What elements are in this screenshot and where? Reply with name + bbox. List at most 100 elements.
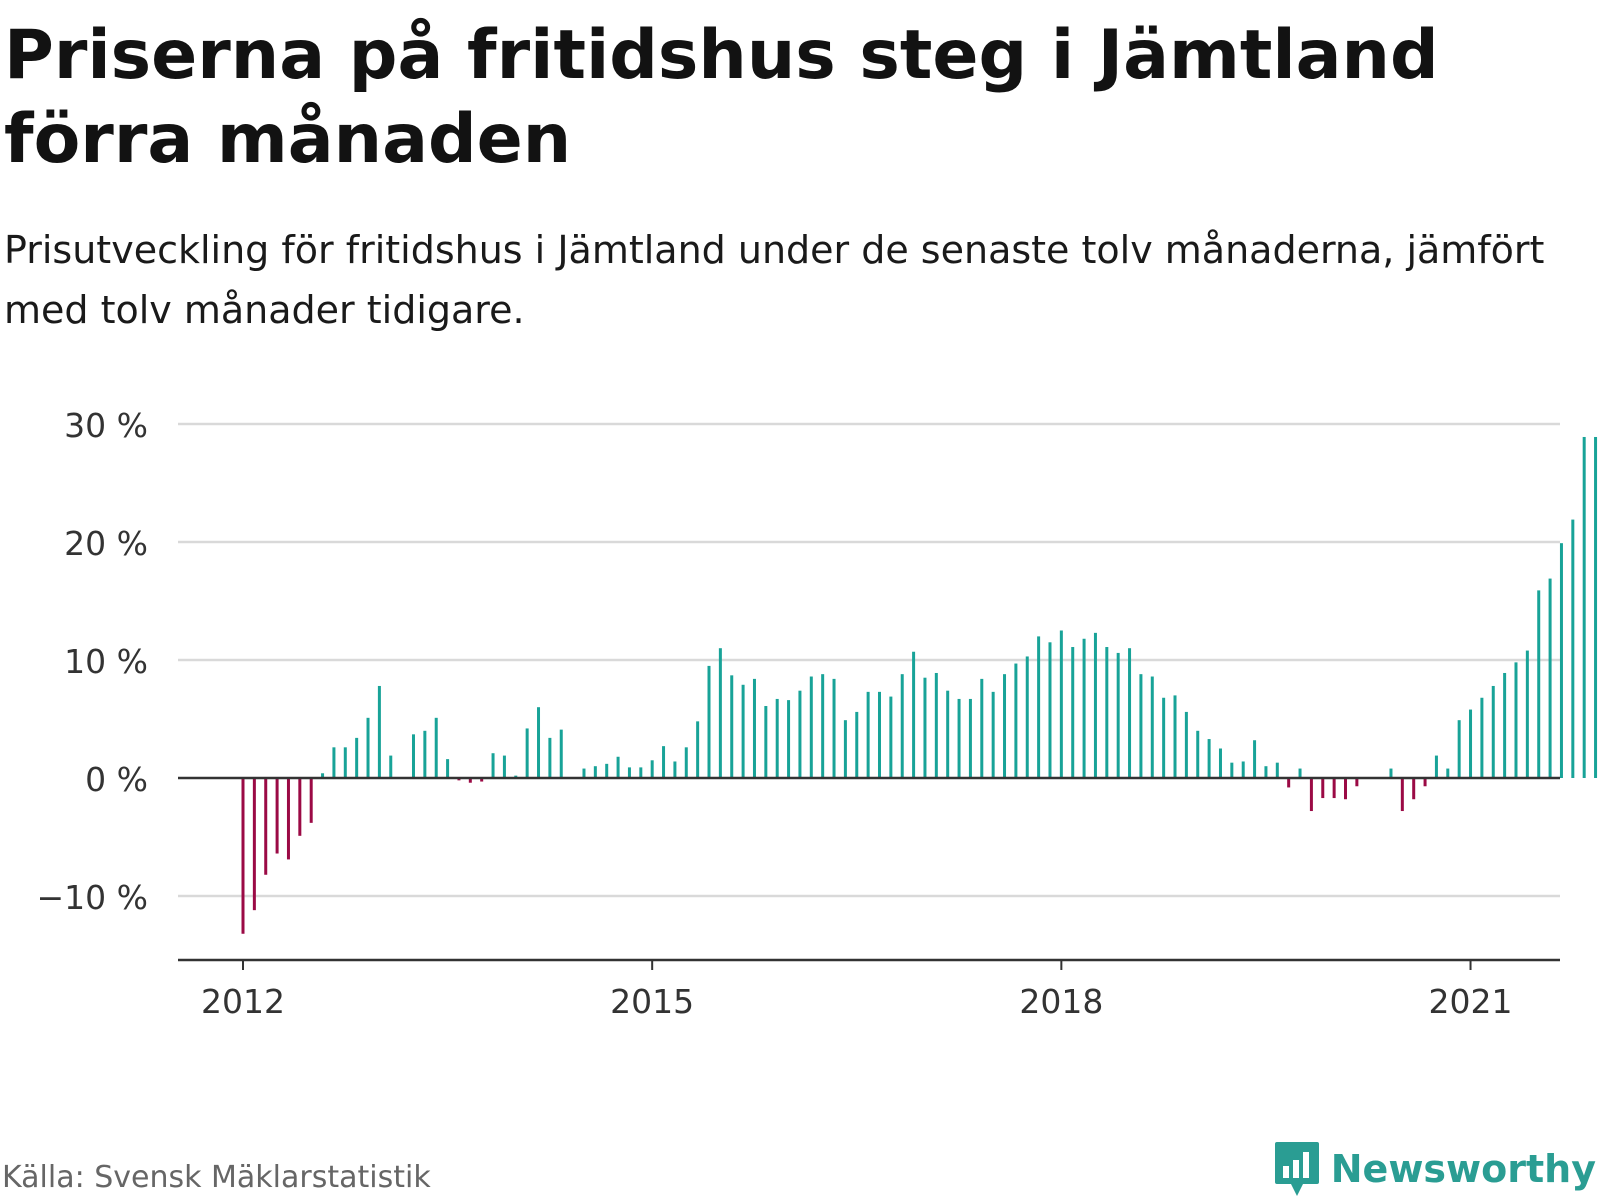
bar <box>1162 697 1166 778</box>
bar <box>605 763 609 778</box>
bar <box>1559 543 1563 778</box>
x-tick-label: 2015 <box>610 982 694 1021</box>
bar <box>355 737 359 778</box>
bar <box>1116 652 1120 778</box>
bar <box>752 678 756 778</box>
bar <box>1275 762 1279 778</box>
bar <box>582 768 586 778</box>
bar <box>696 721 700 778</box>
bar <box>423 730 427 778</box>
x-tick-label: 2012 <box>201 982 285 1021</box>
bar <box>1514 662 1518 778</box>
bar <box>1059 630 1063 778</box>
bar <box>1548 578 1552 778</box>
bar <box>1014 663 1018 778</box>
bar <box>650 760 654 778</box>
bar <box>741 684 745 778</box>
bar <box>934 672 938 778</box>
x-tick-label: 2021 <box>1429 982 1513 1021</box>
bar <box>1082 638 1086 778</box>
bar <box>1537 590 1541 778</box>
source-note: Källa: Svensk Mäklarstatistik <box>2 1160 431 1195</box>
bar <box>1491 685 1495 778</box>
bar <box>1184 711 1188 778</box>
bar <box>286 778 290 860</box>
bar <box>1230 762 1234 778</box>
bar <box>673 761 677 778</box>
bar <box>1434 755 1438 778</box>
bars <box>241 436 1598 934</box>
y-tick-label: 0 % <box>85 760 148 799</box>
bar <box>1503 672 1507 778</box>
bar <box>1457 720 1461 778</box>
bar <box>1594 436 1598 778</box>
bar <box>1207 739 1211 778</box>
bar <box>434 717 438 778</box>
bar <box>900 674 904 778</box>
bar <box>366 717 370 778</box>
bar <box>275 778 279 854</box>
bar <box>1025 656 1029 778</box>
grid-lines <box>178 422 1560 898</box>
bar <box>877 691 881 778</box>
bar <box>946 690 950 778</box>
bar <box>1196 730 1200 778</box>
bar <box>1264 766 1268 778</box>
bar <box>787 700 791 778</box>
bar <box>843 720 847 778</box>
bar <box>809 676 813 778</box>
bar <box>1480 697 1484 778</box>
bar <box>343 747 347 778</box>
axes <box>178 776 1560 970</box>
bar <box>764 706 768 778</box>
bar <box>537 707 541 778</box>
bar <box>662 746 666 778</box>
bar <box>855 711 859 778</box>
bar <box>1525 650 1529 778</box>
bar <box>1400 778 1404 812</box>
bar <box>730 675 734 778</box>
bar <box>593 766 597 778</box>
y-tick-label: 20 % <box>64 524 148 563</box>
newsworthy-logo: Newsworthy <box>1273 1140 1596 1198</box>
bar <box>1287 778 1291 788</box>
bar <box>639 767 643 778</box>
bar <box>252 778 256 911</box>
bar <box>616 756 620 778</box>
bar <box>798 690 802 778</box>
bar <box>1173 695 1177 778</box>
bar <box>1344 778 1348 800</box>
bar <box>923 677 927 778</box>
bar <box>1571 519 1575 778</box>
bar <box>411 734 415 778</box>
bar <box>1128 648 1132 778</box>
bar <box>1241 761 1245 778</box>
bar <box>1446 768 1450 778</box>
y-tick-label: 10 % <box>64 642 148 681</box>
bar <box>718 648 722 778</box>
bar <box>957 698 961 778</box>
bar <box>468 778 472 783</box>
bar <box>548 737 552 778</box>
bar <box>1218 748 1222 778</box>
bar <box>1412 778 1416 800</box>
y-tick-label: −10 % <box>37 878 149 917</box>
bar <box>1037 636 1041 778</box>
bar <box>321 773 325 778</box>
bar <box>491 753 495 778</box>
bar <box>980 678 984 778</box>
bar <box>866 691 870 778</box>
bar <box>1582 436 1586 778</box>
bar <box>832 678 836 778</box>
bar <box>968 698 972 778</box>
tick-labels: 30 %20 %10 %0 %−10 %20122015201820212023… <box>37 406 1513 1021</box>
bar <box>1105 647 1109 778</box>
bar <box>389 755 393 778</box>
bar <box>1469 709 1473 778</box>
y-tick-label: 30 % <box>64 406 148 445</box>
bar <box>480 778 484 782</box>
bar <box>1389 768 1393 778</box>
bar <box>377 685 381 778</box>
bar <box>241 778 245 934</box>
chart-title: Priserna på fritidshus steg i Jämtland f… <box>4 16 1439 179</box>
